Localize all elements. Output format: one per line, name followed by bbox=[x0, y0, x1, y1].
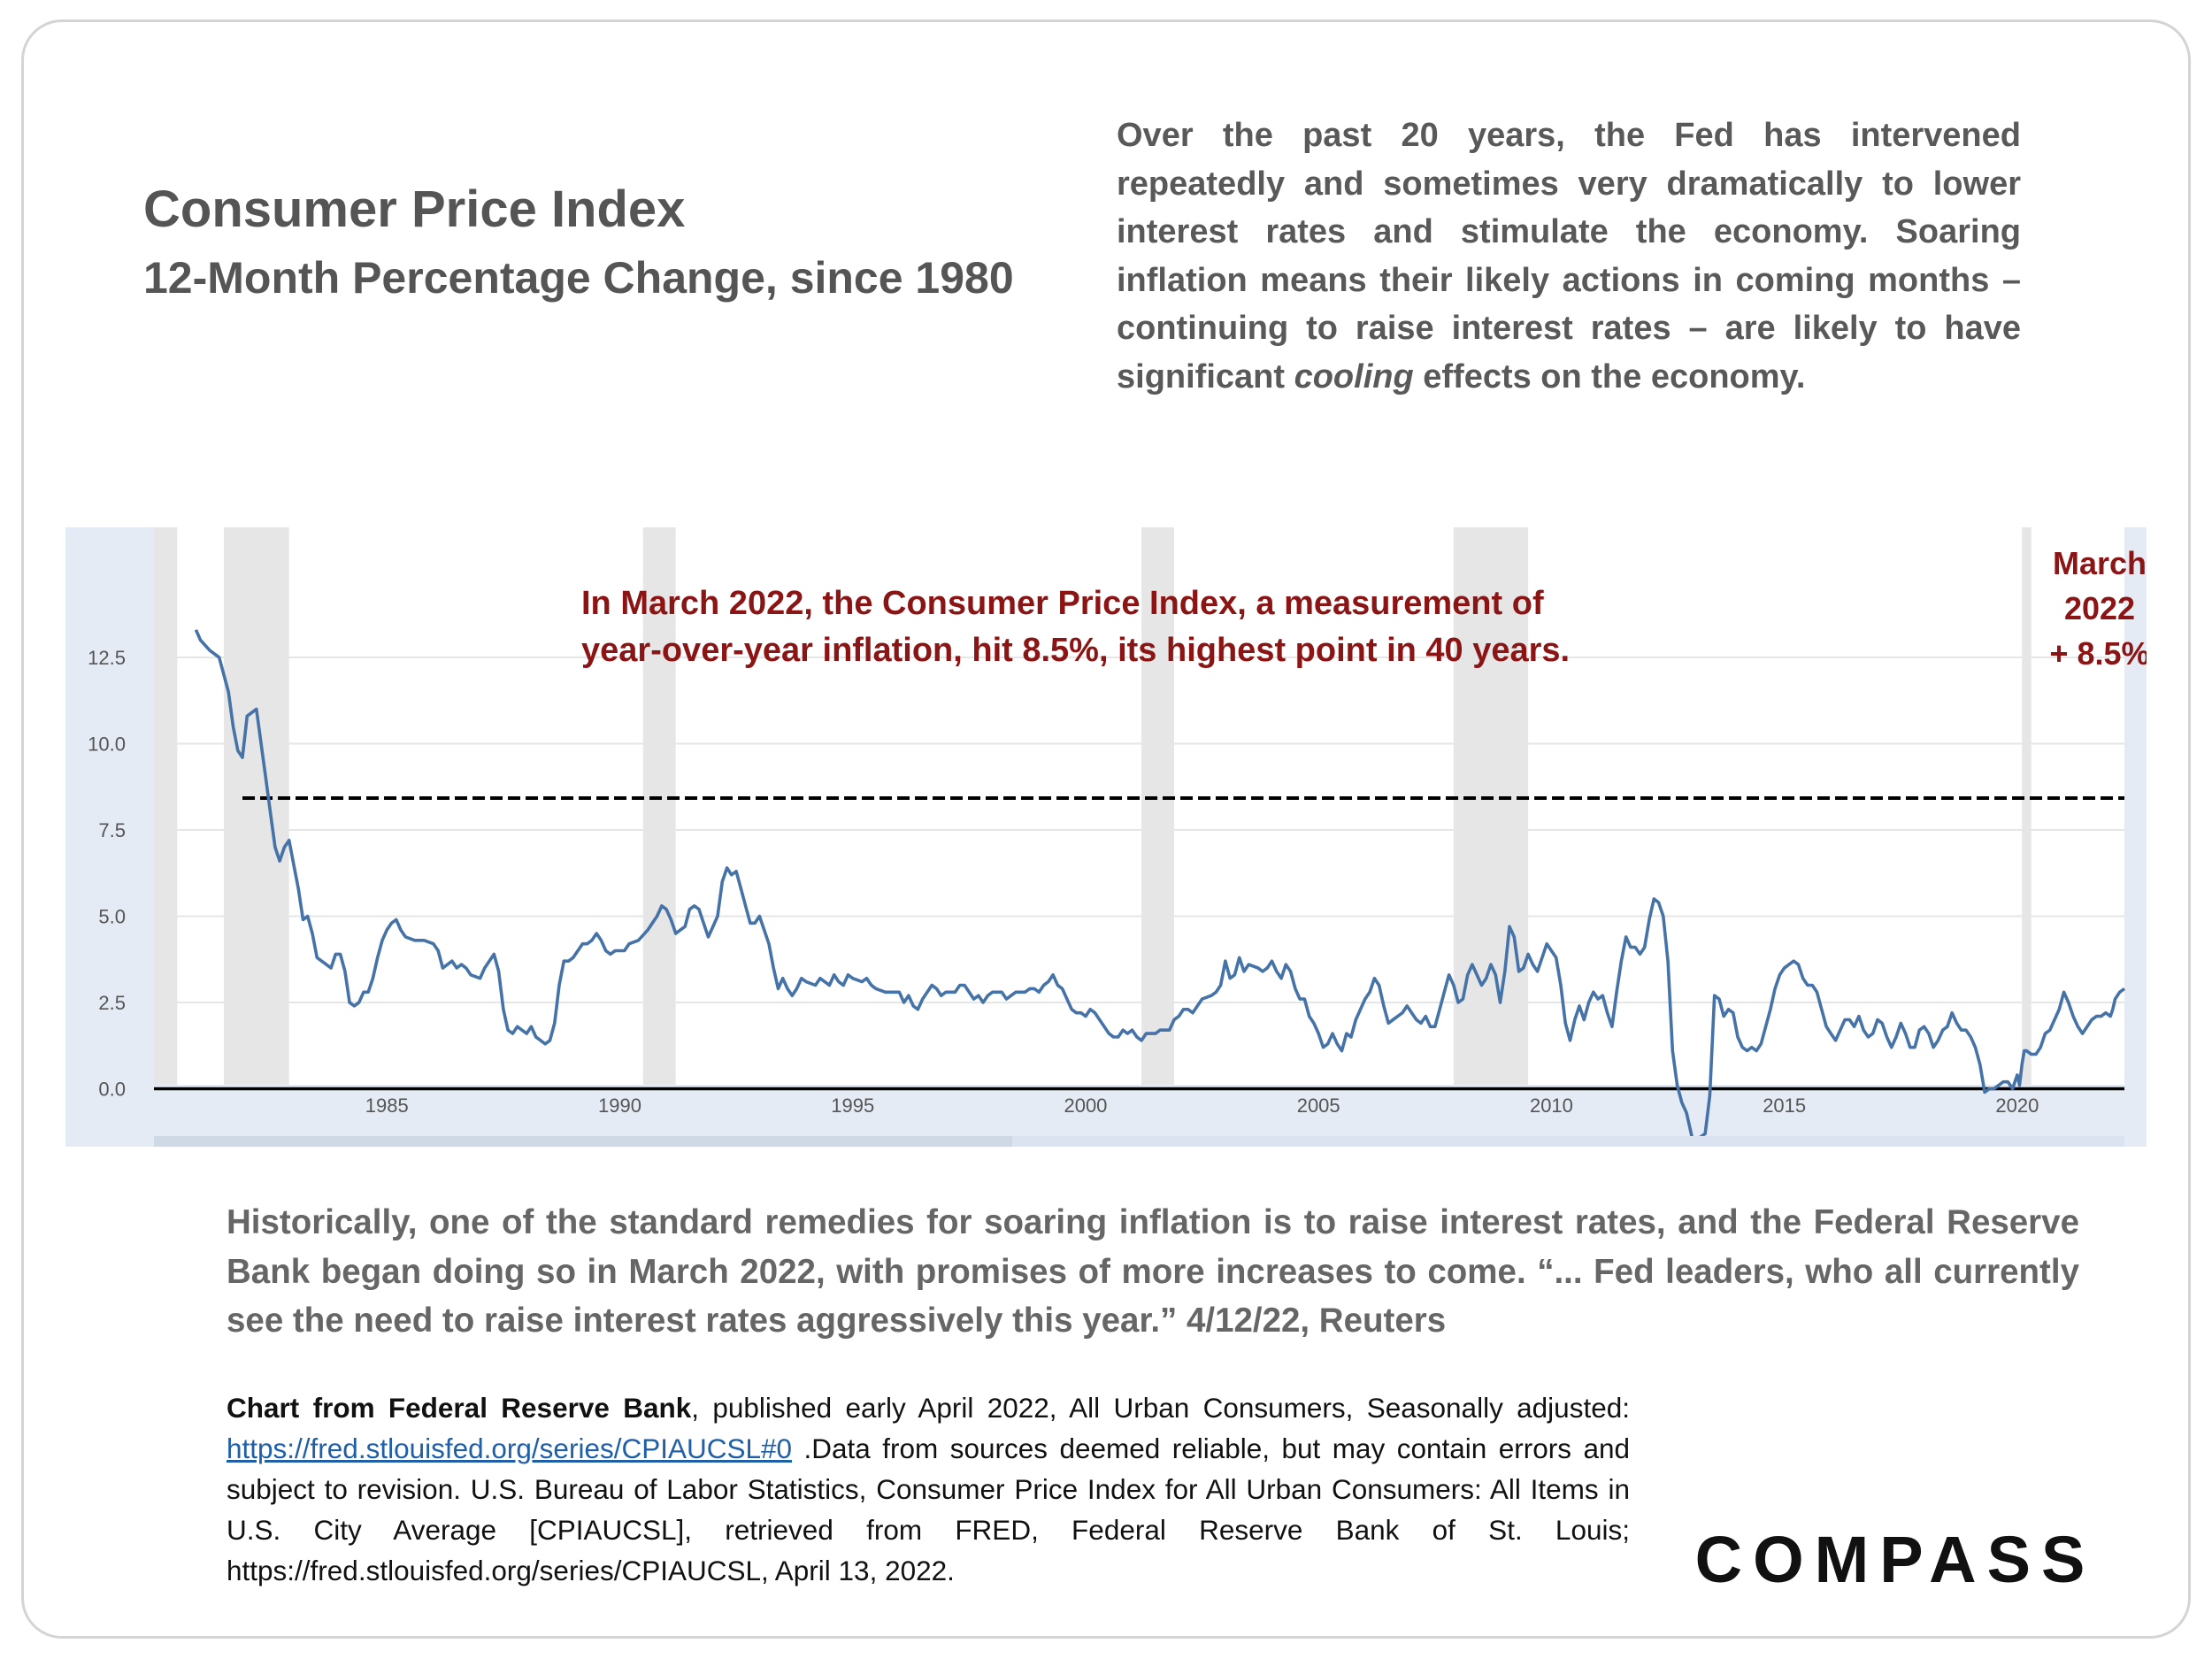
x-tick-label: 2000 bbox=[1064, 1094, 1107, 1117]
x-tick-label: 1995 bbox=[831, 1094, 874, 1117]
main-annotation-line-1: In March 2022, the Consumer Price Index,… bbox=[581, 585, 1544, 622]
source-text-2: .Data from sources deemed reliable, but … bbox=[227, 1432, 1630, 1586]
bottom-paragraph: Historically, one of the standard remedi… bbox=[227, 1203, 2079, 1340]
page-title: Consumer Price Index bbox=[143, 180, 686, 238]
recession-band bbox=[2022, 527, 2032, 1085]
intro-text-end: effects on the economy. bbox=[1413, 357, 1806, 396]
cpi-series-line bbox=[194, 629, 2126, 1147]
peak-annotation-value: + 8.5% bbox=[2049, 635, 2147, 672]
y-tick-label: 2.5 bbox=[98, 992, 126, 1014]
peak-annotation-month: March bbox=[2053, 545, 2147, 581]
recession-band bbox=[154, 527, 178, 1085]
x-tick-label: 1990 bbox=[598, 1094, 641, 1117]
recession-band bbox=[642, 527, 676, 1085]
x-tick-label: 2020 bbox=[1995, 1094, 2039, 1117]
peak-annotation-year: 2022 bbox=[2064, 590, 2135, 626]
intro-paragraph: Over the past 20 years, the Fed has inte… bbox=[1117, 111, 2021, 401]
source-text-1: , published early April 2022, All Urban … bbox=[691, 1392, 1630, 1424]
y-tick-label: 0.0 bbox=[98, 1079, 126, 1101]
source-note: Chart from Federal Reserve Bank, publish… bbox=[227, 1387, 1630, 1591]
grid-lines bbox=[154, 657, 2124, 1003]
x-tick-label: 2005 bbox=[1297, 1094, 1340, 1117]
x-tick-label: 1985 bbox=[365, 1094, 409, 1117]
main-annotation-line-2: year-over-year inflation, hit 8.5%, its … bbox=[581, 632, 1570, 669]
plot-area bbox=[154, 527, 2124, 1085]
recession-band bbox=[1141, 527, 1174, 1085]
y-axis-ticks: 12.510.07.55.02.50.0-2.5 bbox=[88, 647, 126, 1101]
recession-band bbox=[223, 527, 289, 1085]
navigator-handle[interactable] bbox=[1012, 1136, 2124, 1147]
compass-logo: COMPASS bbox=[1695, 1523, 2096, 1596]
recession-band bbox=[1453, 527, 1529, 1085]
y-tick-label: 7.5 bbox=[98, 819, 126, 841]
intro-text-start: Over the past 20 years, the Fed has inte… bbox=[1117, 117, 2021, 396]
navigator-bar[interactable] bbox=[154, 1136, 2124, 1147]
source-link[interactable]: https://fred.stlouisfed.org/series/CPIAU… bbox=[227, 1432, 793, 1464]
y-tick-label: 12.5 bbox=[88, 647, 126, 669]
source-bold: Chart from Federal Reserve Bank bbox=[227, 1392, 692, 1424]
cpi-chart: 12.510.07.55.02.50.0-2.5 198519901995200… bbox=[65, 527, 2147, 1147]
x-tick-label: 2015 bbox=[1763, 1094, 1806, 1117]
y-tick-label: 10.0 bbox=[88, 733, 126, 756]
compass-logo-text: COMPASS bbox=[1695, 1523, 2096, 1596]
intro-emphasis: cooling bbox=[1294, 357, 1414, 396]
recession-bands bbox=[154, 527, 2032, 1085]
page-subtitle: 12-Month Percentage Change, since 1980 bbox=[143, 253, 1014, 303]
x-axis-ticks: 1985 1990 1995 2000 2005 2010 2015 2020 bbox=[365, 1094, 2039, 1117]
x-tick-label: 2010 bbox=[1530, 1094, 1573, 1117]
y-tick-label: 5.0 bbox=[98, 906, 126, 928]
